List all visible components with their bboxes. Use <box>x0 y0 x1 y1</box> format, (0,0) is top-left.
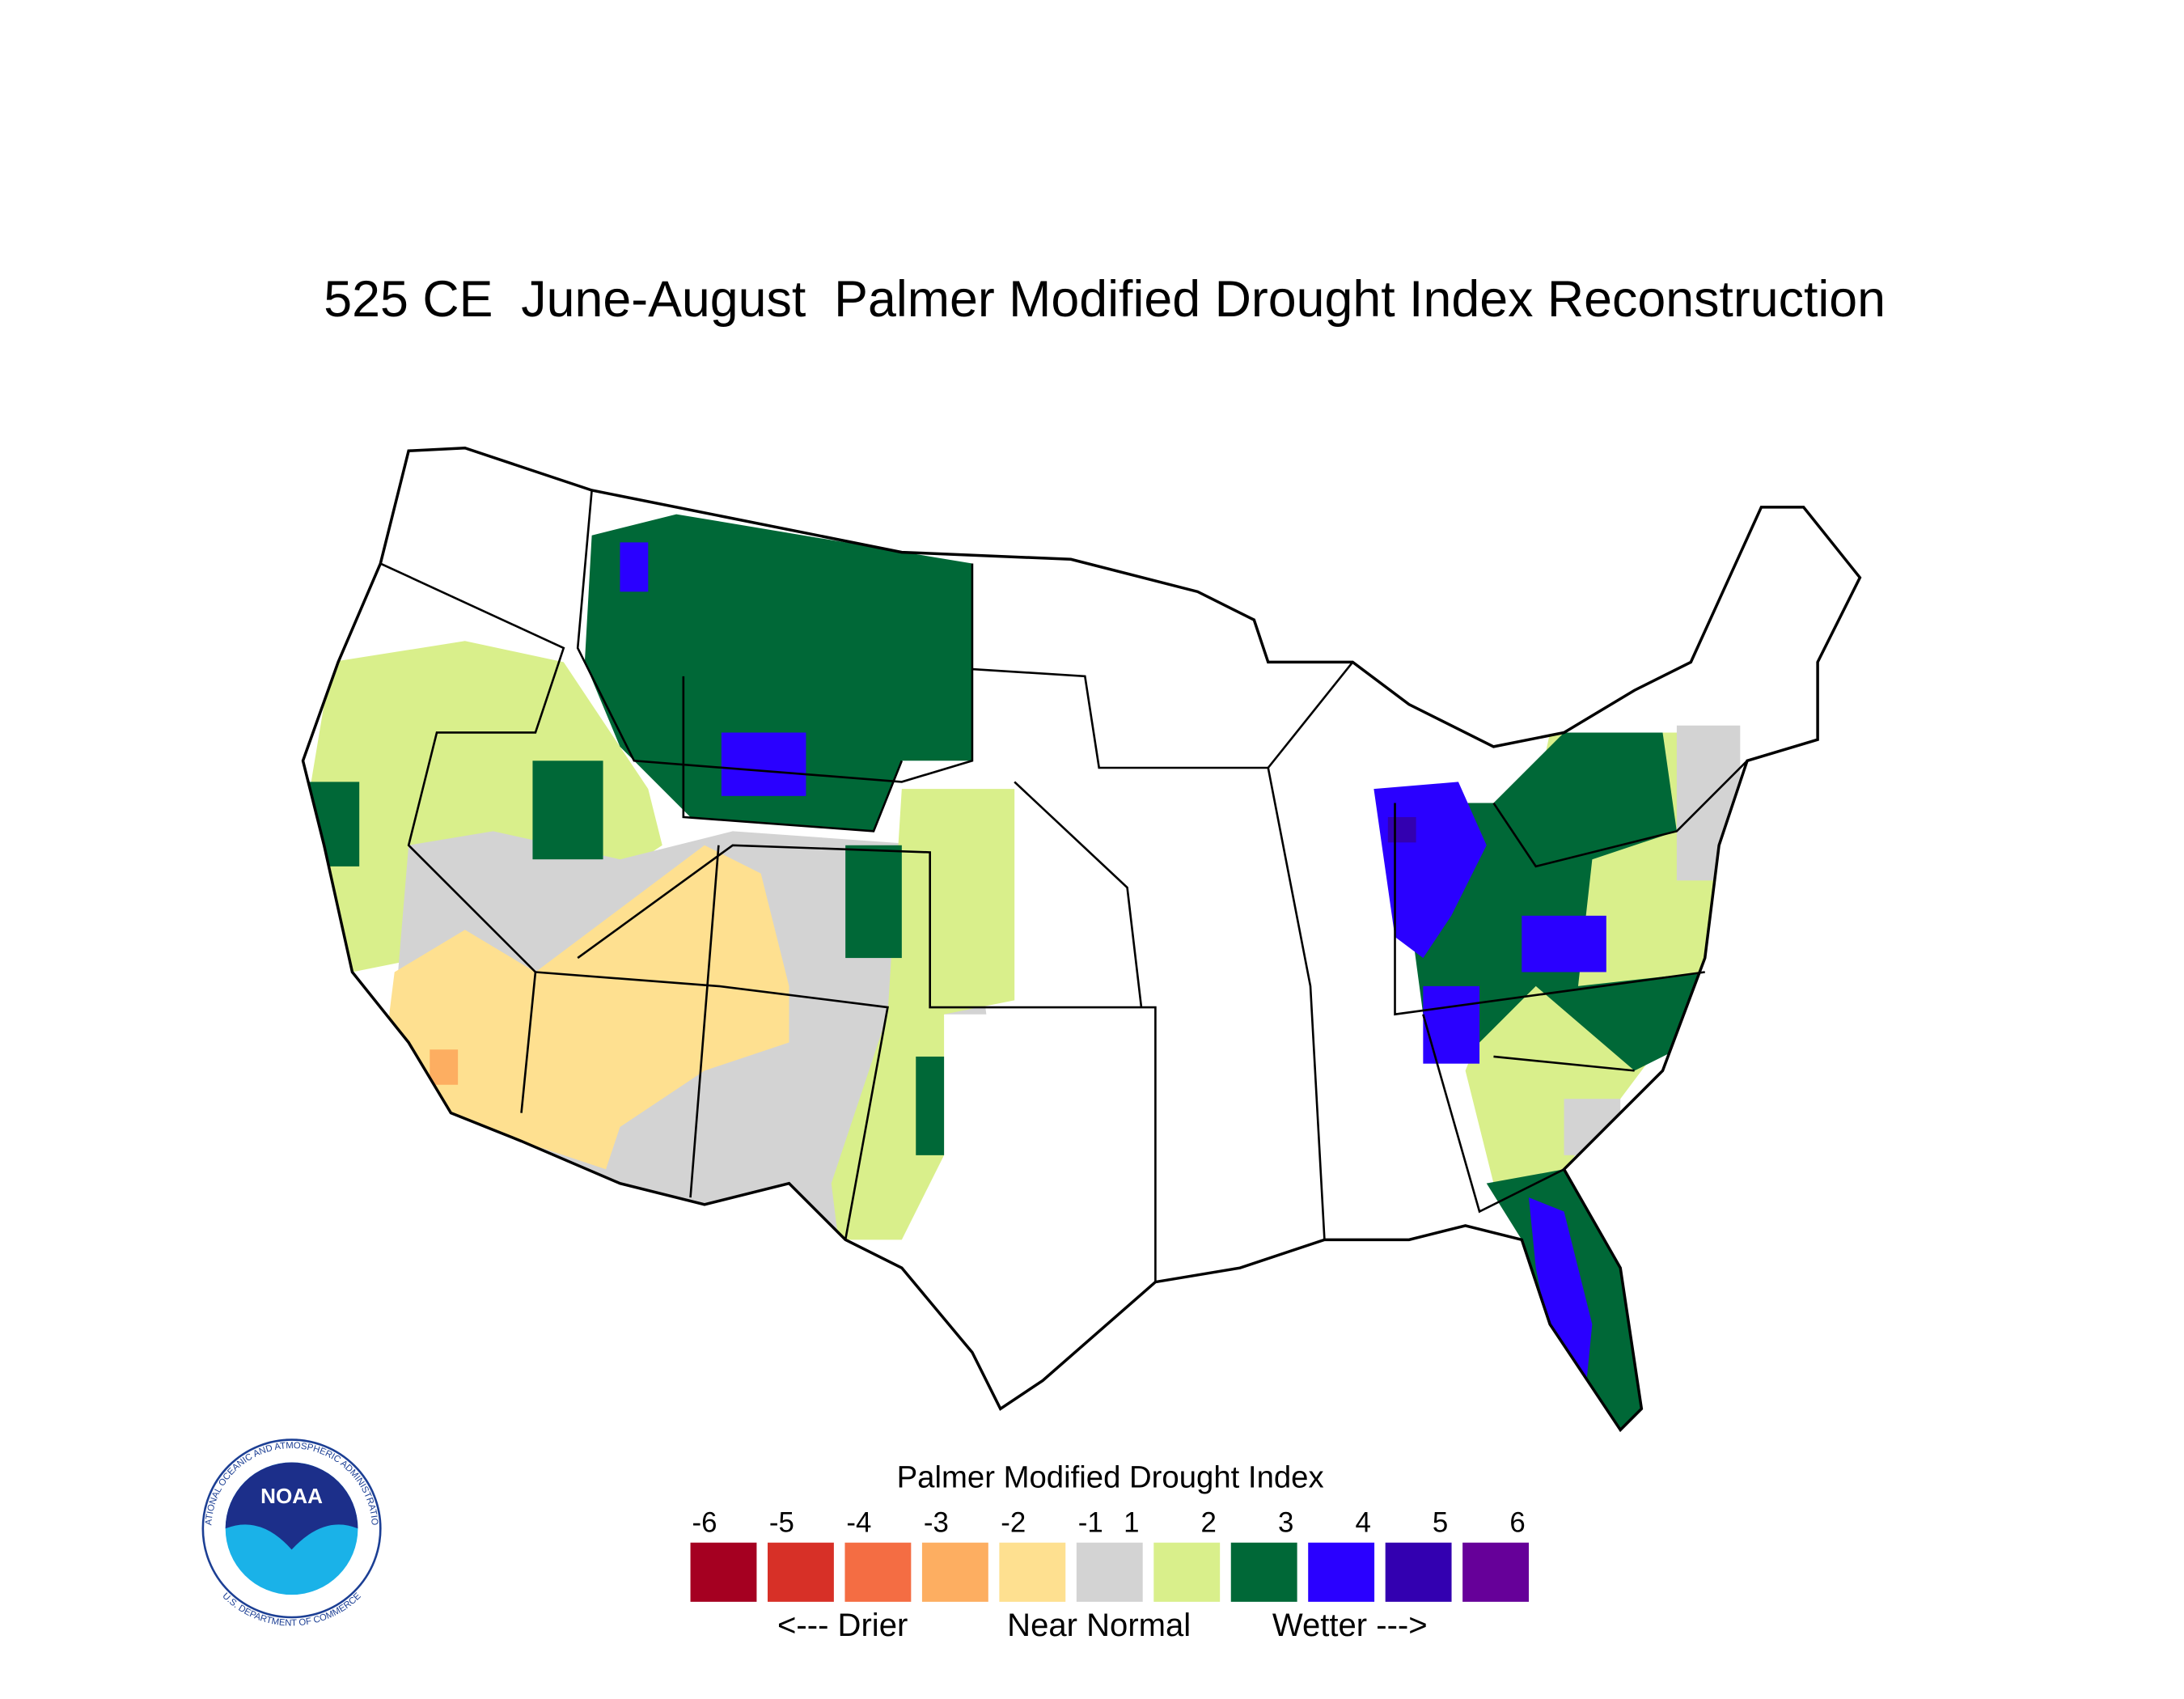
legend-swatch <box>1230 1542 1297 1602</box>
border <box>577 844 1157 1282</box>
border <box>971 661 1354 769</box>
drought-region <box>620 542 649 592</box>
drought-region <box>1387 816 1416 843</box>
legend: Palmer Modified Drought Index -6 -5 -4 -3 -2… <box>690 1460 1529 1643</box>
border <box>689 845 720 1198</box>
map <box>301 446 1862 1432</box>
drought-region <box>532 761 603 860</box>
legend-title: Palmer Modified Drought Index <box>897 1460 1324 1494</box>
border <box>1492 760 1748 868</box>
legend-caption: Wetter ---> <box>1272 1608 1428 1643</box>
drought-region <box>584 514 972 832</box>
legend-swatch <box>1385 1542 1452 1602</box>
legend-tick-label: 4 <box>1355 1506 1370 1538</box>
legend-tick-label: 2 <box>1201 1506 1217 1538</box>
logo-label: NOAA <box>260 1484 323 1508</box>
drought-region <box>916 1056 945 1155</box>
legend-swatch <box>1462 1542 1529 1602</box>
legend-caption: Near Normal <box>1007 1608 1191 1643</box>
drought-region <box>1529 1197 1593 1395</box>
border <box>576 489 974 783</box>
regions <box>303 514 1741 1430</box>
legend-tick-label: 1 <box>1124 1506 1139 1538</box>
border <box>1493 1055 1635 1072</box>
legend-swatch <box>768 1542 834 1602</box>
drought-region <box>1676 725 1741 881</box>
legend-tick-label: -5 <box>769 1506 794 1538</box>
border <box>1394 803 1705 1016</box>
border <box>1267 767 1326 1240</box>
legend-tick-label: 3 <box>1278 1506 1293 1538</box>
border <box>1014 781 1143 1008</box>
border <box>1422 1014 1565 1214</box>
title: 525 CE June-August Palmer Modified Droug… <box>324 271 1886 328</box>
border <box>682 676 904 833</box>
legend-caption: <--- Drier <box>777 1608 908 1643</box>
legend-tick-label: -6 <box>692 1506 717 1538</box>
legend-tick-label: 6 <box>1509 1506 1525 1538</box>
drought-region <box>1522 915 1606 972</box>
logo-top <box>225 1462 358 1550</box>
legend-swatch <box>999 1542 1066 1602</box>
legend-swatch <box>921 1542 988 1602</box>
legend-swatch <box>1153 1542 1221 1602</box>
legend-tick-label: -3 <box>924 1506 949 1538</box>
legend-swatch <box>844 1542 912 1602</box>
state-borders <box>379 489 1748 1282</box>
drought-region <box>721 732 806 796</box>
legend-tick-label: -1 <box>1078 1506 1103 1538</box>
drought-region <box>387 845 789 1170</box>
drought-region <box>1423 985 1480 1064</box>
legend-tick-label: 5 <box>1433 1506 1448 1538</box>
legend-swatch <box>1076 1542 1143 1602</box>
legend-tick-label: -4 <box>846 1506 871 1538</box>
legend-tick-label: -2 <box>1001 1506 1026 1538</box>
legend-swatch <box>690 1542 757 1602</box>
legend-swatch <box>1308 1542 1375 1602</box>
drought-region <box>1564 1099 1621 1155</box>
drought-region <box>430 1049 459 1085</box>
drought-region <box>845 845 902 959</box>
drought-region <box>831 789 1015 1240</box>
border <box>535 971 889 1240</box>
